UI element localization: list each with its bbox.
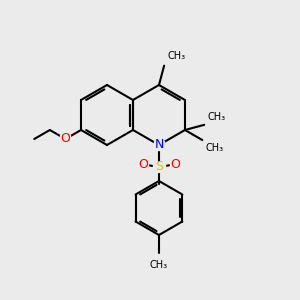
Bar <box>138 160 148 169</box>
Bar <box>170 160 180 169</box>
Text: S: S <box>155 160 163 173</box>
Text: CH₃: CH₃ <box>150 260 168 270</box>
Text: O: O <box>61 133 70 146</box>
Text: O: O <box>170 158 180 172</box>
Bar <box>154 140 164 149</box>
Text: CH₃: CH₃ <box>207 112 225 122</box>
Text: O: O <box>138 158 148 172</box>
Text: N: N <box>154 139 164 152</box>
Bar <box>60 134 70 143</box>
Text: CH₃: CH₃ <box>167 51 185 61</box>
Text: CH₃: CH₃ <box>205 143 224 153</box>
Bar <box>153 162 165 172</box>
